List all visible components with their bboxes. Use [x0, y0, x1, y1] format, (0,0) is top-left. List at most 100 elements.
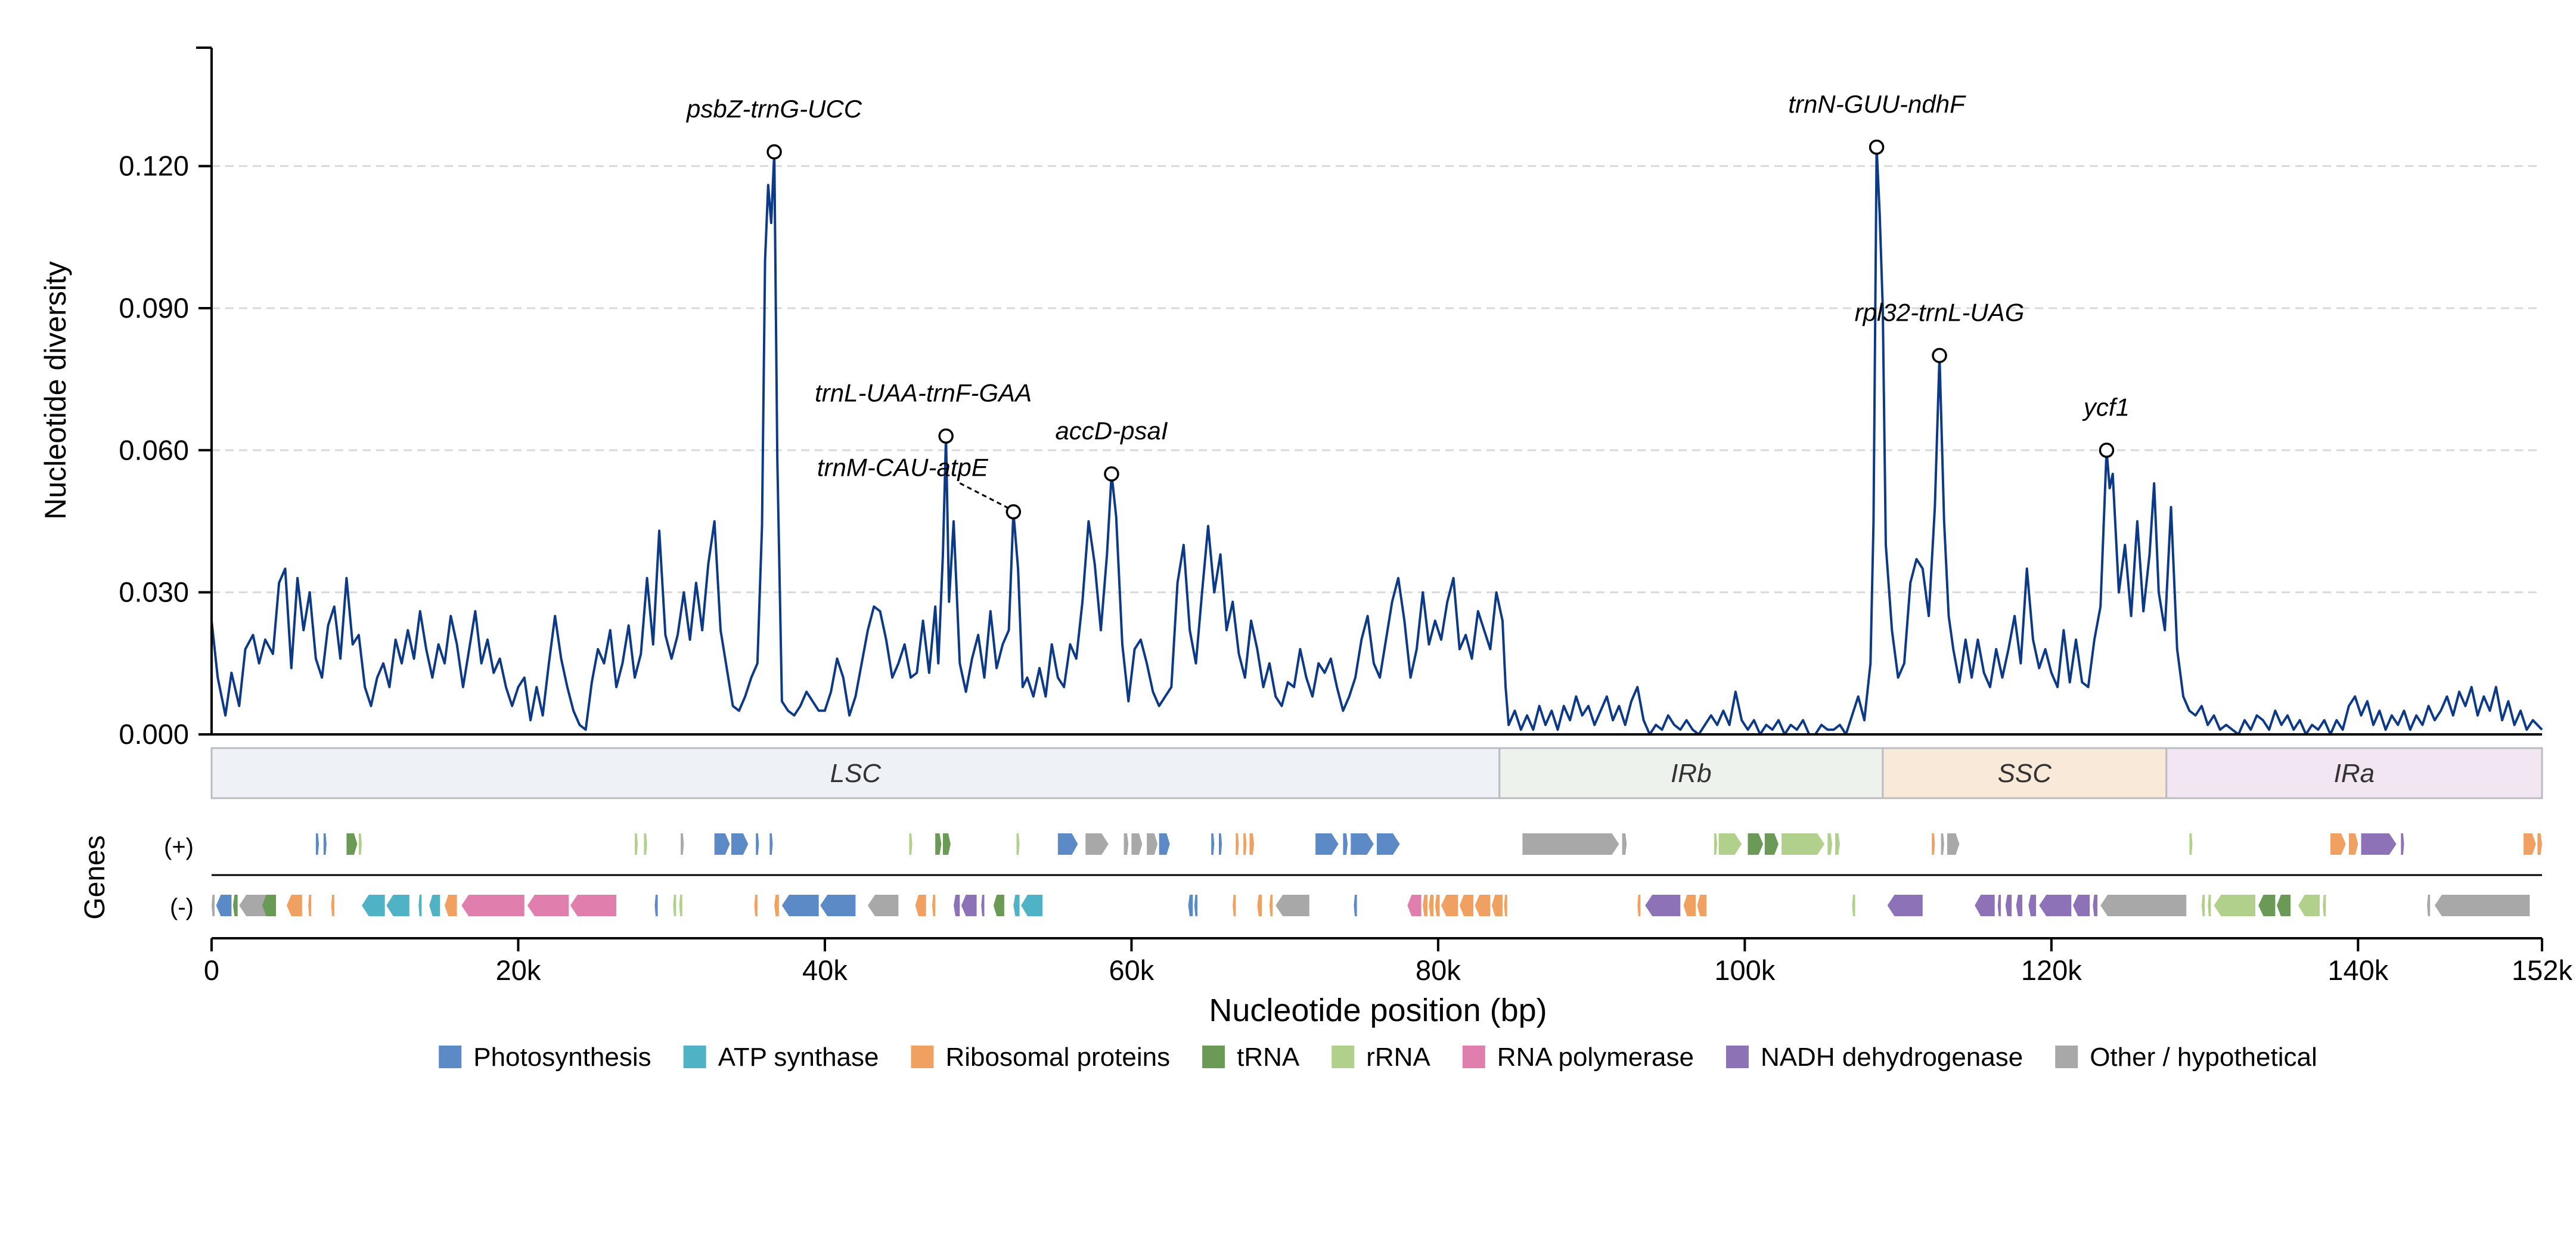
- diversity-line: [210, 145, 2543, 736]
- gene-minus-strand: [868, 895, 899, 916]
- gene-plus-strand: [1827, 833, 1832, 855]
- genome-regions-track: LSC IRb SSC IRa: [210, 747, 2543, 799]
- gene-plus-strand: [943, 833, 951, 855]
- x-tick-label: 60k: [1109, 954, 1154, 986]
- region-label: IRa: [2334, 759, 2375, 788]
- gene-minus-strand: [2201, 895, 2205, 916]
- gene-plus-strand: [1932, 833, 1935, 855]
- gene-plus-strand: [1522, 833, 1619, 855]
- y-gridlines: [212, 165, 2542, 594]
- gene-minus-strand: [1423, 895, 1427, 916]
- region-label: SSC: [1998, 759, 2053, 788]
- gene-plus-strand: [909, 833, 913, 855]
- region-block: [2165, 747, 2543, 799]
- gene-plus-strand: [1057, 833, 1078, 855]
- gene-plus-strand: [1764, 833, 1779, 855]
- gene-minus-strand: [2208, 895, 2211, 916]
- strand-label-minus: (-): [170, 894, 194, 920]
- gene-minus-strand: [654, 895, 658, 916]
- region-label: IRb: [1671, 759, 1711, 788]
- gene-plus-strand: [1377, 833, 1400, 855]
- peak-marker: [766, 144, 782, 160]
- gene-minus-strand: [445, 895, 457, 916]
- legend-swatch: [911, 1046, 934, 1068]
- legend-swatch: [439, 1046, 462, 1068]
- gene-minus-strand: [2323, 895, 2326, 916]
- gene-plus-strand: [1219, 833, 1222, 855]
- y-tick-label: 0.030: [119, 576, 189, 608]
- legend-label: NADH dehydrogenase: [1761, 1043, 2023, 1072]
- gene-minus-strand: [932, 895, 936, 916]
- gene-plus-strand: [346, 833, 358, 855]
- gene-plus-strand: [1941, 833, 1944, 855]
- gene-minus-strand: [2427, 895, 2431, 916]
- x-tick-label: 140k: [2327, 954, 2388, 986]
- peak-label: psbZ-trnG-UCC: [685, 95, 862, 123]
- gene-plus-strand: [1718, 833, 1742, 855]
- peak-label: rpl32-trnL-UAG: [1855, 298, 2025, 326]
- gene-minus-strand: [981, 895, 985, 916]
- legend: Photosynthesis ATP synthase Ribosomal prot…: [439, 1043, 2317, 1072]
- gene-minus-strand: [1997, 895, 2001, 916]
- gene-minus-strand: [1275, 895, 1309, 916]
- gene-minus-strand: [308, 895, 312, 916]
- peak-label: accD-psaI: [1055, 417, 1168, 445]
- legend-label: ATP synthase: [718, 1043, 879, 1072]
- strand-label-plus: (+): [164, 834, 194, 860]
- gene-minus-strand: [527, 895, 569, 916]
- gene-minus-strand: [754, 895, 758, 916]
- gene-plus-strand: [1315, 833, 1339, 855]
- peak-annotations: psbZ-trnG-UCC trnL-UAA-trnF-GAA trnM-CAU-a…: [685, 90, 2130, 520]
- gene-minus-strand: [331, 895, 334, 916]
- peak-marker: [2099, 442, 2115, 458]
- gene-minus-strand: [2028, 895, 2037, 916]
- gene-minus-strand: [993, 895, 1004, 916]
- gene-plus-strand: [731, 833, 749, 855]
- gene-minus-strand: [1257, 895, 1262, 916]
- gene-minus-strand: [429, 895, 440, 916]
- gene-minus-strand: [673, 895, 676, 916]
- peak-label: trnL-UAA-trnF-GAA: [815, 379, 1032, 407]
- gene-minus-strand: [2005, 895, 2012, 916]
- gene-plus-strand: [1714, 833, 1718, 855]
- gene-minus-strand: [2093, 895, 2097, 916]
- gene-plus-strand: [1835, 833, 1840, 855]
- peak-label: trnM-CAU-atpE: [817, 454, 989, 482]
- gene-minus-strand: [1887, 895, 1923, 916]
- gene-minus-strand: [216, 895, 232, 916]
- gene-plus-strand: [1159, 833, 1170, 855]
- gene-plus-strand: [315, 833, 319, 855]
- legend-swatch: [1332, 1046, 1355, 1068]
- peak-marker: [1932, 348, 1947, 364]
- gene-plus-strand: [1748, 833, 1764, 855]
- legend-swatch: [683, 1046, 706, 1068]
- gene-plus-strand: [2537, 833, 2542, 855]
- gene-minus-strand: [2100, 895, 2187, 916]
- gene-plus-strand: [1782, 833, 1825, 855]
- gene-minus-strand: [2072, 895, 2090, 916]
- gene-minus-strand: [2016, 895, 2022, 916]
- peak-leader-line: [959, 482, 1010, 509]
- gene-minus-strand: [2258, 895, 2276, 916]
- gene-minus-strand: [2434, 895, 2530, 916]
- gene-minus-strand: [1475, 895, 1491, 916]
- gene-minus-strand: [1852, 895, 1855, 916]
- x-tick-label: 80k: [1416, 954, 1461, 986]
- legend-label: rRNA: [1366, 1043, 1430, 1072]
- gene-minus-strand: [915, 895, 926, 916]
- x-tick-label: 120k: [2021, 954, 2082, 986]
- gene-minus-strand: [2298, 895, 2320, 916]
- region-block: [1498, 747, 1884, 799]
- peak-marker: [1104, 466, 1119, 482]
- gene-minus-strand: [1407, 895, 1422, 916]
- x-tick-label: 20k: [496, 954, 541, 986]
- gene-minus-strand: [1188, 895, 1193, 916]
- gene-minus-strand: [820, 895, 856, 916]
- gene-minus-strand: [1683, 895, 1696, 916]
- legend-swatch: [1725, 1046, 1749, 1068]
- gene-minus-strand: [262, 895, 276, 916]
- gene-minus-strand: [774, 895, 779, 916]
- gene-minus-strand: [233, 895, 238, 916]
- y-tick-label: 0.000: [119, 718, 189, 750]
